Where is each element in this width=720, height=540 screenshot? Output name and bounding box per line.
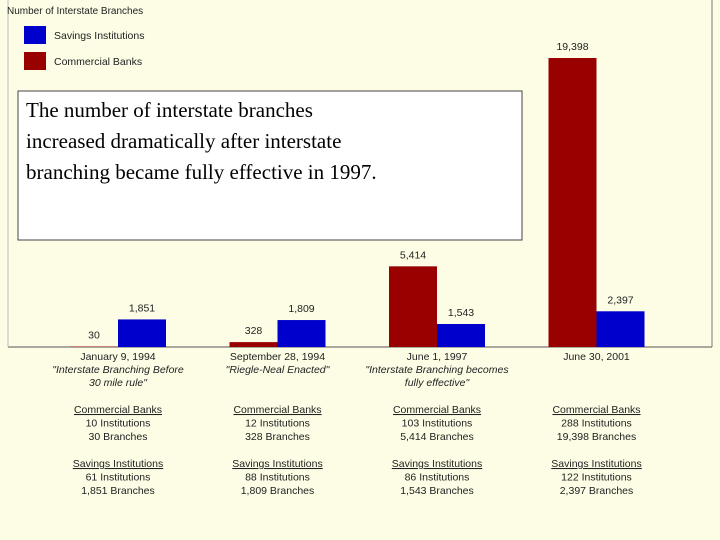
detail-text: 328 Branches — [245, 431, 310, 443]
detail-text: 103 Institutions — [402, 418, 473, 430]
detail-heading: Commercial Banks — [74, 404, 162, 416]
bar — [118, 319, 166, 347]
detail-text: 12 Institutions — [245, 418, 310, 430]
category-note: fully effective" — [405, 377, 471, 389]
detail-text: 10 Institutions — [86, 418, 151, 430]
bar — [596, 311, 645, 347]
category-label: June 1, 1997 — [407, 351, 468, 363]
detail-heading: Savings Institutions — [232, 458, 322, 470]
detail-heading: Commercial Banks — [552, 404, 640, 416]
value-label: 1,809 — [288, 303, 314, 315]
legend-label: Savings Institutions — [54, 30, 144, 42]
detail-text: 19,398 Branches — [557, 431, 636, 443]
category-note: 30 mile rule" — [89, 377, 148, 389]
bar — [229, 342, 278, 347]
value-label: 1,543 — [448, 307, 474, 319]
category-label: June 30, 2001 — [563, 351, 630, 363]
value-label: 1,851 — [129, 302, 155, 314]
detail-text: 88 Institutions — [245, 472, 310, 484]
category-label: September 28, 1994 — [230, 351, 325, 363]
detail-text: 2,397 Branches — [560, 485, 634, 497]
detail-text: 1,809 Branches — [241, 485, 315, 497]
detail-text: 1,543 Branches — [400, 485, 474, 497]
category-note: "Riegle-Neal Enacted" — [226, 364, 331, 376]
detail-heading: Savings Institutions — [73, 458, 163, 470]
bar — [548, 58, 597, 347]
detail-text: 30 Branches — [89, 431, 148, 443]
bar — [437, 324, 485, 347]
annotation-text: increased dramatically after interstate — [26, 129, 341, 153]
annotation-text: branching became fully effective in 1997… — [26, 160, 377, 184]
detail-heading: Commercial Banks — [393, 404, 481, 416]
category-note: "Interstate Branching Before — [52, 364, 184, 376]
category-note: "Interstate Branching becomes — [365, 364, 509, 376]
legend-swatch — [24, 52, 46, 70]
detail-text: 122 Institutions — [561, 472, 632, 484]
value-label: 30 — [88, 330, 100, 342]
annotation-text: The number of interstate branches — [26, 98, 313, 122]
category-label: January 9, 1994 — [80, 351, 155, 363]
detail-text: 1,851 Branches — [81, 485, 155, 497]
value-label: 5,414 — [400, 249, 426, 261]
detail-text: 86 Institutions — [405, 472, 470, 484]
detail-text: 5,414 Branches — [400, 431, 474, 443]
value-label: 2,397 — [607, 294, 633, 306]
detail-heading: Savings Institutions — [551, 458, 641, 470]
detail-heading: Savings Institutions — [392, 458, 482, 470]
value-label: 19,398 — [556, 41, 588, 53]
bar — [389, 266, 437, 347]
value-label: 328 — [245, 325, 263, 337]
annotation-box — [17, 90, 523, 241]
legend-label: Commercial Banks — [54, 56, 142, 68]
detail-text: 288 Institutions — [561, 418, 632, 430]
chart-title: Number of Interstate Branches — [7, 6, 143, 17]
detail-text: 61 Institutions — [86, 472, 151, 484]
bar — [277, 320, 326, 347]
legend-swatch — [24, 26, 46, 44]
detail-heading: Commercial Banks — [233, 404, 321, 416]
